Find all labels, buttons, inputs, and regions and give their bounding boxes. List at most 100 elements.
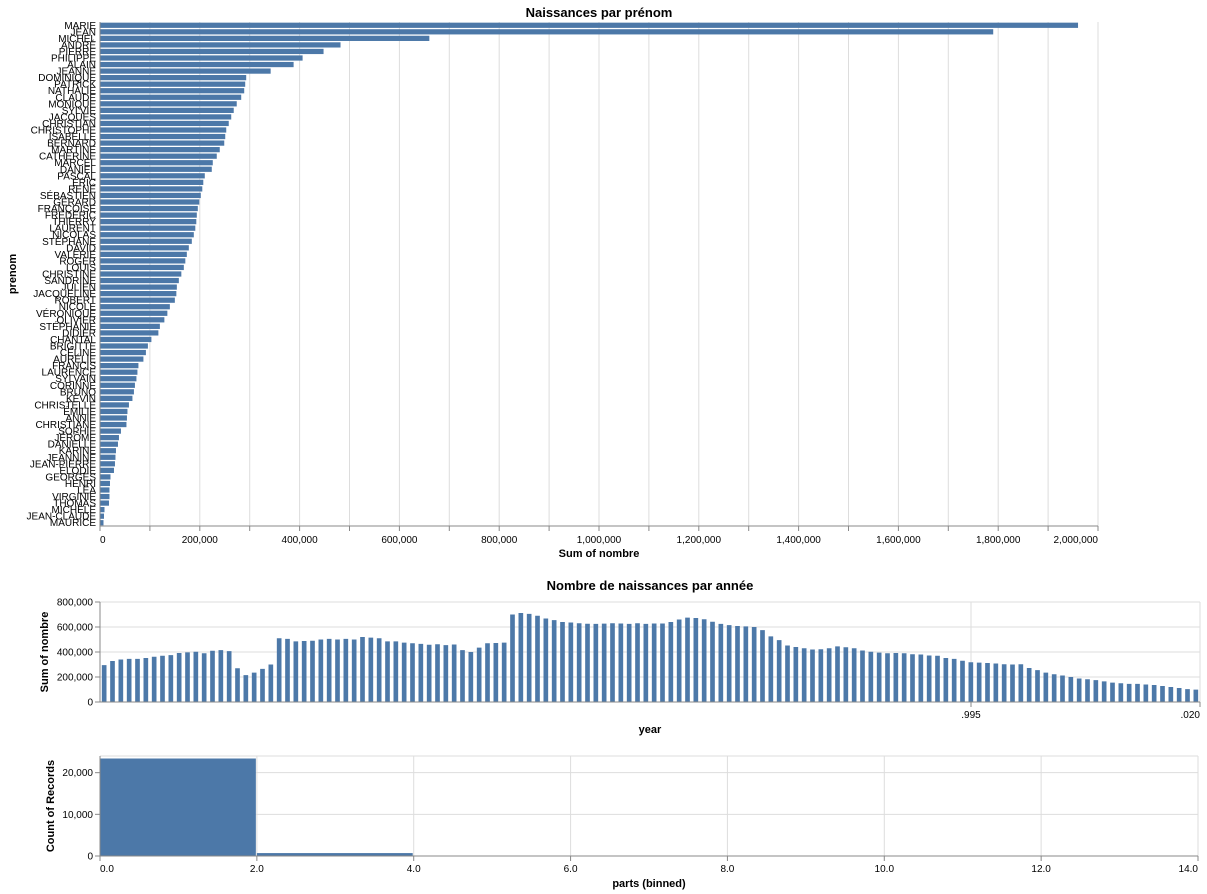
chart1-bar (100, 140, 225, 146)
chart2-bar (260, 668, 265, 702)
chart1-category-label: DIDIER (62, 328, 96, 339)
chart2-bar (318, 639, 324, 702)
chart1-bar (100, 343, 148, 349)
chart1-category-label: PASCAL (57, 171, 96, 182)
chart2-bar (651, 623, 657, 702)
chart1-category-label: MARCEL (54, 158, 96, 169)
chart1-bar (100, 186, 203, 192)
chart1-category-label: STÉPHANIE (39, 320, 96, 333)
chart2-bar (493, 643, 499, 702)
chart2-bar (976, 662, 982, 702)
chart3-x-tick-label: 4.0 (407, 864, 421, 875)
chart2-bar (693, 618, 699, 702)
chart1-category-label: STÉPHANE (42, 235, 96, 248)
chart1-bar (100, 81, 246, 87)
chart2-bar (618, 623, 624, 702)
chart2-bar (793, 647, 799, 702)
chart1-bar (100, 42, 341, 48)
chart1-bar (100, 304, 170, 310)
chart1-x-tick-label: 1,200,000 (677, 535, 722, 546)
chart1-category-label: JULIEN (62, 283, 96, 294)
chart2-bar (810, 649, 815, 702)
chart2-bar (893, 653, 899, 702)
chart1-bar (100, 317, 165, 323)
chart2-bar (851, 648, 857, 702)
chart1-category-label: SYLVAIN (55, 374, 96, 385)
chart1-category-label: FRÉDÉRIC (45, 209, 96, 222)
chart1-bar (100, 35, 430, 41)
chart1-category-label: JEAN (70, 27, 96, 38)
chart2-bar (768, 636, 774, 702)
chart1-bar (100, 291, 177, 297)
chart3-x-tick-label: 0.0 (100, 864, 114, 875)
chart2-bar (985, 663, 990, 702)
chart2-bar (443, 645, 449, 702)
chart2-bar (1068, 677, 1074, 702)
chart1-bar (100, 480, 110, 487)
chart2-bar (701, 619, 707, 702)
chart1-bar (100, 55, 303, 61)
chart3-y-tick-label: 20,000 (62, 768, 93, 779)
chart1-bar (100, 363, 139, 369)
chart1-x-tick-label: 1,000,000 (577, 535, 622, 546)
chart2-bar (485, 643, 490, 702)
chart1-category-label: CÉLINE (60, 346, 96, 359)
chart1-bar (100, 29, 994, 35)
chart2-bar (176, 653, 182, 702)
chart2-bar (276, 638, 282, 702)
chart2-bar (218, 650, 224, 702)
chart2-bar (526, 613, 532, 702)
chart1-bar (100, 461, 115, 467)
chart1-category-label: MAURICE (50, 518, 96, 529)
chart3-y-tick-label: 0 (87, 852, 93, 863)
chart1-bar (100, 133, 226, 140)
chart1-category-label: JEANNINE (47, 453, 97, 464)
chart1-category-label: DAVID (66, 243, 96, 254)
chart1-bar (100, 258, 186, 264)
chart2-bar (951, 658, 957, 702)
chart1-category-label: CORINNE (50, 381, 96, 392)
chart2-bar (1110, 682, 1115, 702)
chart1-bar (100, 500, 109, 506)
chart2-bar (126, 658, 132, 702)
chart2-bar (360, 637, 365, 702)
chart1-category-label: PATRICK (54, 80, 96, 91)
chart2-bar (468, 652, 474, 702)
chart2-bar (460, 650, 465, 702)
chart2-y-axis-title: Sum of nombre (39, 612, 51, 693)
chart1-bar (100, 435, 119, 441)
chart-births-by-name: Naissances par prénom MARIEJEANMICHELAND… (7, 5, 1099, 560)
chart2-bar (1168, 687, 1174, 702)
chart2-bar (968, 662, 974, 702)
chart1-category-label: LAURENT (49, 224, 96, 235)
chart2-bar (1060, 675, 1065, 702)
chart1-bar (100, 277, 179, 284)
chart3-bar (256, 853, 413, 856)
chart2-bar (868, 651, 874, 702)
chart2-bar (326, 638, 332, 702)
chart2-bar (726, 625, 732, 702)
chart1-bar (100, 376, 137, 382)
chart1-bar (100, 382, 135, 388)
chart2-bar (901, 653, 907, 702)
chart2-bar (1001, 664, 1007, 702)
chart2-bar (393, 641, 399, 702)
chart1-category-label: ANDRÉ (61, 38, 96, 51)
chart1-category-label: JACQUELINE (33, 289, 96, 300)
chart1-x-tick-label: 600,000 (381, 535, 418, 546)
chart2-bar (1151, 685, 1157, 702)
chart1-bar (100, 507, 105, 513)
chart1-bar (100, 127, 227, 133)
chart2-bar (1126, 683, 1132, 702)
chart1-bar (100, 493, 110, 500)
chart1-category-label: CLAUDE (55, 93, 96, 104)
chart1-category-label: VALÉRIE (55, 248, 97, 261)
chart1-category-label: MICHÈLE (52, 503, 97, 516)
chart2-bar (551, 620, 557, 702)
chart1-category-label: FRANÇOISE (38, 204, 97, 215)
chart1-bar (100, 192, 201, 199)
chart2-bar (593, 623, 599, 702)
chart2-bar (685, 617, 690, 702)
chart2-bar (1093, 680, 1099, 702)
